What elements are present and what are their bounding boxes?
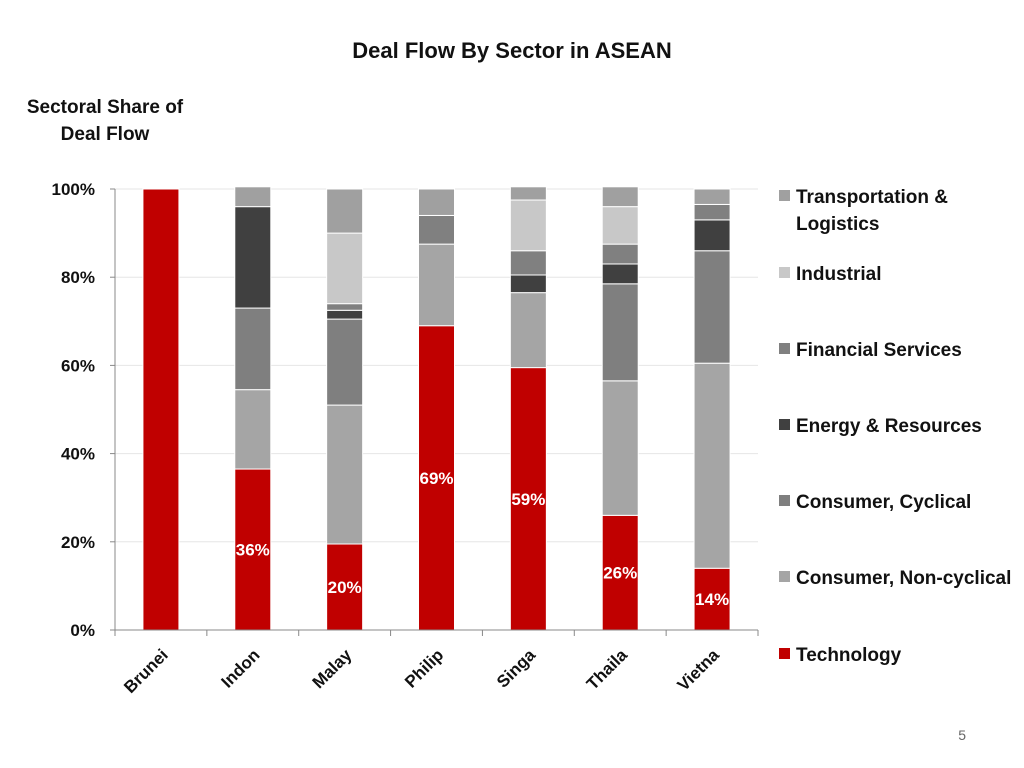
legend-swatch [779,343,790,354]
data-label: 69% [419,469,453,488]
y-tick-label: 60% [61,356,95,375]
bar-stack-indon [234,186,272,631]
bar-segment-philip-financial-services [418,214,455,245]
bar-segment-philip-transportation-logistics [418,188,455,216]
bar-segment-singa-industrial [509,199,547,252]
legend-entry: Energy & Resources [779,416,982,437]
bar-segment-vietna-consumer-non-cyclical [693,362,731,569]
bar-stack-thaila [601,186,639,631]
legend-swatch [779,190,790,201]
data-label: 59% [511,490,545,509]
y-tick-label: 40% [61,445,95,464]
bar-stack-philip [418,188,455,631]
bar-segment-singa-energy-resources [509,274,547,294]
x-tick-label: Vietna [674,645,724,695]
bar-segment-vietna-financial-services [693,203,731,221]
bar-segment-vietna-transportation-logistics [693,188,731,205]
bar-segment-malay-energy-resources [326,309,364,320]
x-tick-label: Singa [493,645,540,692]
bar-segment-malay-consumer-non-cyclical [326,404,364,545]
y-tick-labels: 0% 20% 40% 60% 80% 100% [52,180,115,640]
bar-segment-indon-consumer-cyclical [234,307,272,391]
x-tick-label: Philip [401,645,447,691]
bar-segment-thaila-transportation-logistics [601,186,639,208]
y-tick-label: 80% [61,268,95,287]
bar-stack-singa [509,186,547,631]
legend: Transportation & Logistics Industrial Finan… [779,187,1011,666]
legend-entry: Financial Services [779,340,962,361]
legend-label: Logistics [796,214,879,235]
data-labels: 36% 20% 69% 59% 26% 14% [236,469,729,609]
data-label: 20% [328,578,362,597]
legend-label: Consumer, Non-cyclical [796,568,1011,589]
x-tick-label: Indon [217,645,263,691]
x-tick-label: Malay [309,645,356,692]
legend-entry: Technology [779,645,902,666]
bar-stack-malay [326,188,364,631]
y-tick-label: 100% [52,180,95,199]
bar-segment-indon-energy-resources [234,206,272,309]
bar-segment-philip-consumer-non-cyclical [418,243,455,327]
y-axis-label-line-2: Deal Flow [61,124,150,145]
x-tick-labels: Brunei Indon Malay Philip Singa Thaila Vietna [120,645,723,697]
x-tick-label: Brunei [120,645,172,697]
bar-segment-brunei-technology [142,188,180,631]
data-label: 36% [236,541,270,560]
y-axis-label-line-1: Sectoral Share of [27,97,184,118]
bar-segment-malay-financial-services [326,303,364,311]
bar-stack-brunei [142,188,180,631]
bar-stacks [142,186,731,631]
chart-title: Deal Flow By Sector in ASEAN [352,38,671,63]
bar-segment-indon-technology [234,468,272,631]
bar-segment-indon-consumer-non-cyclical [234,389,272,470]
legend-label: Consumer, Cyclical [796,492,971,513]
data-label: 14% [695,590,729,609]
bar-segment-singa-financial-services [509,250,547,276]
axes [114,189,759,636]
bar-segment-vietna-technology [693,567,731,631]
legend-entry: Consumer, Non-cyclical [779,568,1011,589]
y-tick-label: 0% [70,621,95,640]
legend-swatch [779,648,790,659]
bar-segment-thaila-consumer-non-cyclical [601,380,639,516]
legend-label: Energy & Resources [796,416,982,437]
bar-segment-thaila-energy-resources [601,263,639,285]
legend-label: Transportation & [796,187,948,208]
data-label: 26% [603,564,637,583]
bar-segment-malay-industrial [326,232,364,305]
legend-label: Industrial [796,264,882,285]
y-tick-label: 20% [61,533,95,552]
legend-swatch [779,419,790,430]
legend-swatch [779,495,790,506]
bar-segment-thaila-consumer-cyclical [601,283,639,382]
legend-entry: Transportation & Logistics [779,187,948,235]
legend-label: Technology [796,645,902,666]
legend-entry: Consumer, Cyclical [779,492,971,513]
bar-segment-indon-transportation-logistics [234,186,272,208]
bar-segment-singa-transportation-logistics [509,186,547,201]
bar-segment-thaila-financial-services [601,243,639,265]
legend-swatch [779,571,790,582]
bar-stack-vietna [693,188,731,631]
bar-segment-malay-consumer-cyclical [326,318,364,406]
bar-segment-vietna-energy-resources [693,219,731,252]
bar-segment-thaila-industrial [601,206,639,245]
legend-entry: Industrial [779,264,882,285]
bar-segment-singa-consumer-non-cyclical [509,292,547,369]
bar-segment-malay-transportation-logistics [326,188,364,234]
legend-label: Financial Services [796,340,962,361]
page-number: 5 [958,727,966,743]
x-tick-label: Thaila [583,645,632,694]
legend-swatch [779,267,790,278]
bar-segment-vietna-consumer-cyclical [693,250,731,364]
